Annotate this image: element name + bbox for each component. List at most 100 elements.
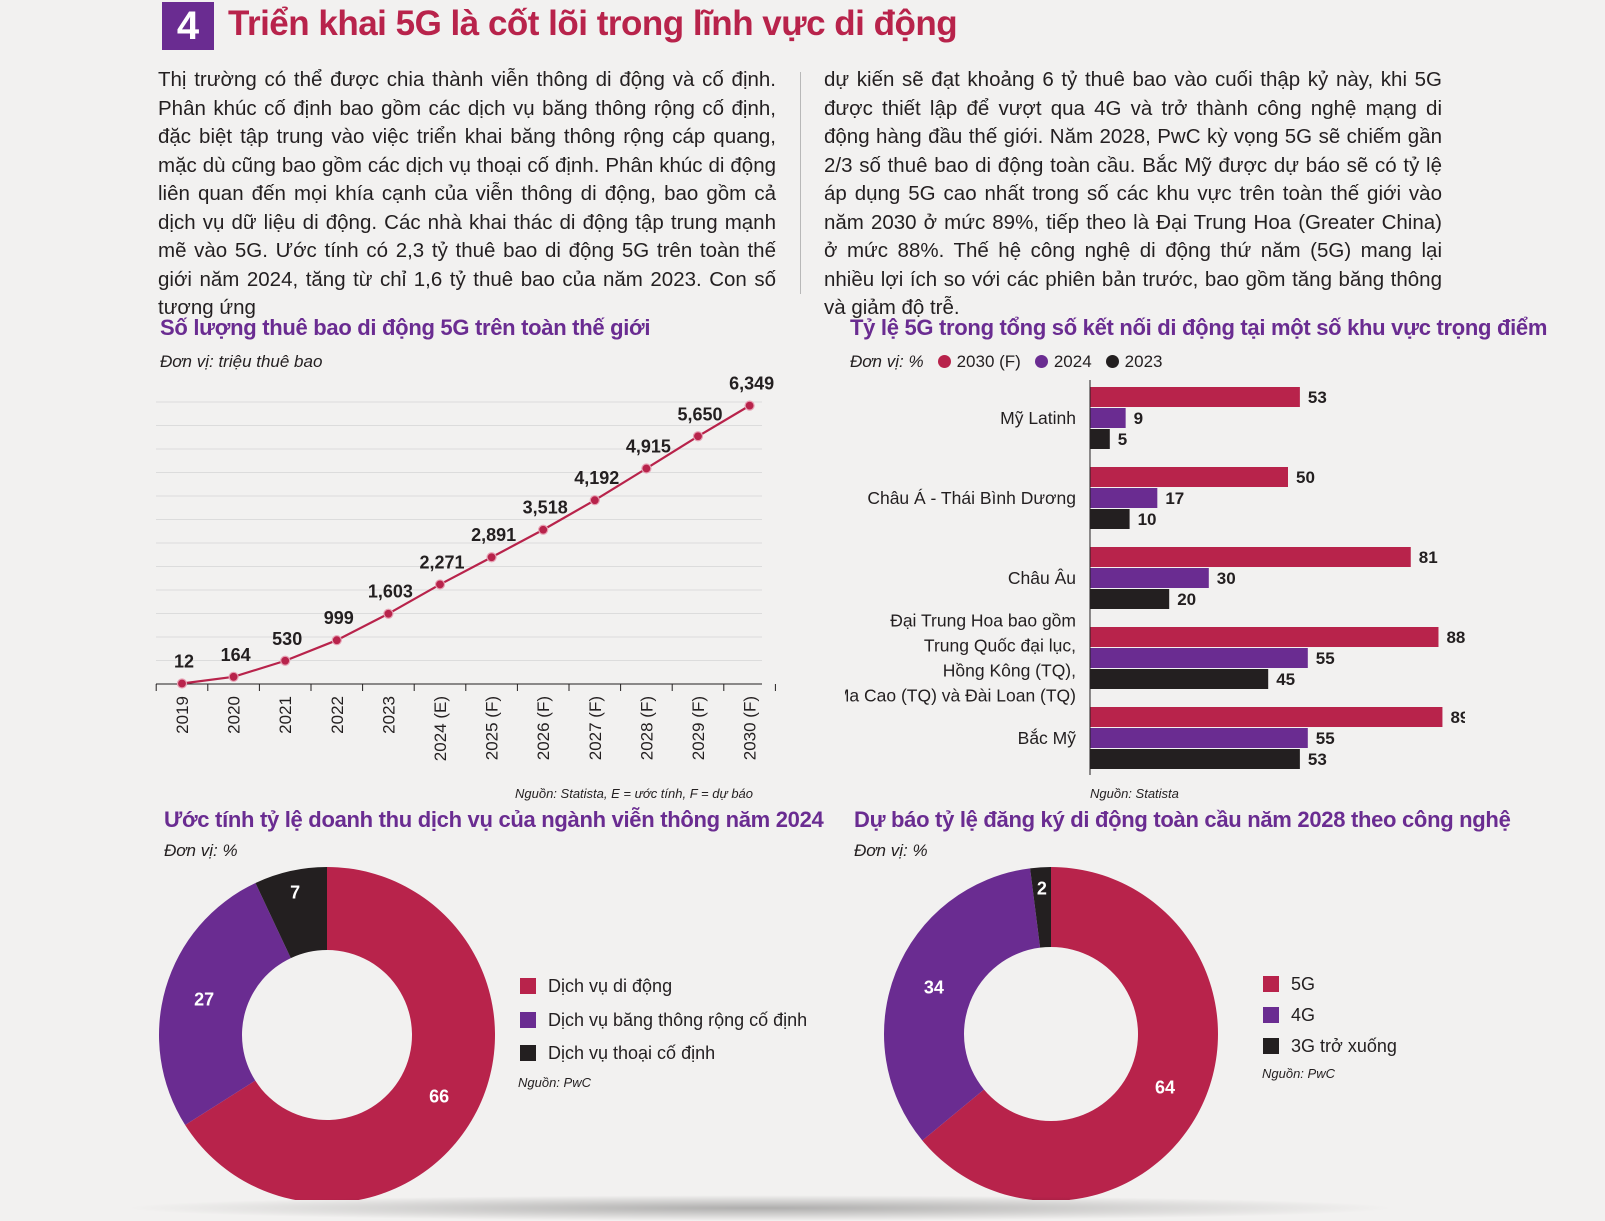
x-tick-label: 2027 (F): [586, 696, 605, 760]
bar-chart-source: Nguồn: Statista: [1090, 786, 1179, 801]
data-label: 2,891: [471, 525, 516, 545]
donut-slice: [185, 867, 495, 1200]
bar: [1090, 707, 1443, 727]
category-label: Hồng Kông (TQ),: [943, 661, 1076, 681]
bar-value-label: 55: [1316, 729, 1335, 748]
article-paragraph-left: Thị trường có thể được chia thành viễn t…: [158, 68, 776, 319]
bar: [1090, 509, 1130, 529]
bar-value-label: 20: [1177, 590, 1196, 609]
donut-revenue-unit: Đơn vị: %: [164, 841, 238, 860]
bar-chart-title: Tỷ lệ 5G trong tổng số kết nối di động t…: [850, 315, 1548, 340]
bar-value-label: 55: [1316, 649, 1335, 668]
legend-label-broadband: Dịch vụ băng thông rộng cố định: [548, 1010, 808, 1030]
data-point: [331, 635, 342, 646]
legend-item-mobile: Dịch vụ di động: [520, 976, 672, 997]
page-title: Triển khai 5G là cốt lõi trong lĩnh vực …: [228, 4, 958, 43]
column-divider: [800, 72, 801, 294]
x-tick-label: 2025 (F): [483, 696, 502, 760]
bar: [1090, 429, 1110, 449]
line-chart: 12 2019 164 2020 530 2021 999 2022 1,603 2023 2,27…: [155, 375, 776, 761]
slice-value-label: 64: [1155, 1078, 1175, 1098]
slice-value-label: 27: [194, 989, 214, 1009]
legend-dot-2023: [1105, 355, 1119, 368]
legend-label-mobile: Dịch vụ di động: [548, 976, 673, 996]
donut-tech-chart: 64 34 2: [884, 867, 1218, 1200]
legend-label-2030: 2030 (F): [956, 352, 1021, 371]
bar: [1090, 488, 1158, 508]
bar-chart-unit: Đơn vị: %: [850, 352, 924, 371]
donut-slice: [159, 882, 291, 1126]
x-tick-label: 2024 (E): [431, 696, 450, 761]
donut-tech-title: Dự báo tỷ lệ đăng ký di động toàn cầu nă…: [854, 807, 1511, 832]
data-point: [641, 463, 652, 474]
bar: [1090, 749, 1300, 769]
bar-value-label: 45: [1276, 670, 1295, 689]
data-label: 6,349: [729, 375, 774, 394]
legend-swatch-mobile: [520, 978, 536, 994]
data-label: 5,650: [677, 404, 722, 424]
donut-slice: [884, 868, 1041, 1141]
data-label: 4,915: [626, 436, 671, 456]
x-tick-label: 2023: [379, 696, 398, 734]
bar: [1090, 547, 1411, 567]
bar-chart: 53 95 Mỹ Latinh 50 17 10 Châu Á - Thái Bình Dư…: [845, 380, 1465, 775]
legend-label-5g: 5G: [1291, 974, 1316, 994]
data-point: [176, 678, 188, 689]
bar-chart-legend: Đơn vị: % 2030 (F) 2024 2023: [850, 352, 1162, 372]
legend-item-4g: 4G: [1263, 1005, 1315, 1026]
line-chart-unit: Đơn vị: triệu thuê bao: [160, 352, 323, 371]
legend-swatch-voice: [520, 1045, 536, 1061]
legend-label-4g: 4G: [1291, 1005, 1316, 1025]
bar-value-label: 53: [1308, 388, 1327, 407]
bar: [1090, 669, 1269, 689]
line-chart-title: Số lượng thuê bao di động 5G trên toàn t…: [160, 315, 651, 340]
legend-swatch-5g: [1263, 976, 1279, 992]
category-label: Đại Trung Hoa bao gồm: [890, 611, 1076, 631]
x-tick-label: 2019: [173, 696, 192, 734]
bar: [1090, 728, 1308, 748]
legend-item-voice: Dịch vụ thoại cố định: [520, 1043, 715, 1064]
legend-dot-2030: [937, 355, 951, 368]
article-paragraph-right: dự kiến sẽ đạt khoảng 6 tỷ thuê bao vào …: [824, 68, 1442, 319]
bar-value-label: 9: [1134, 409, 1143, 428]
bar-value-label: 17: [1165, 489, 1184, 508]
section-number-badge: 4: [162, 2, 214, 50]
x-tick-label: 2030 (F): [741, 696, 760, 760]
data-label: 530: [272, 629, 302, 649]
data-label: 999: [324, 608, 354, 628]
x-tick-label: 2020: [225, 696, 244, 734]
data-point: [280, 655, 291, 666]
data-point: [228, 671, 239, 682]
legend-label-voice: Dịch vụ thoại cố định: [548, 1043, 716, 1063]
data-point: [589, 495, 600, 506]
category-label: Trung Quốc đại lục,: [924, 636, 1076, 656]
bar: [1090, 467, 1288, 487]
bar: [1090, 568, 1209, 588]
bar: [1090, 387, 1300, 407]
donut-revenue-chart: 66 27 7: [159, 867, 495, 1200]
data-label: 12: [174, 651, 194, 671]
donut-slice: [255, 867, 327, 959]
slice-value-label: 2: [1037, 878, 1047, 898]
bar-value-label: 53: [1308, 750, 1327, 769]
x-tick-label: 2029 (F): [689, 696, 708, 760]
category-label: Mỹ Latinh: [1000, 408, 1076, 428]
data-label: 1,603: [368, 582, 413, 602]
bar: [1090, 627, 1439, 647]
donut-tech-unit: Đơn vị: %: [854, 841, 928, 860]
data-label: 2,271: [419, 552, 464, 572]
bar-value-label: 5: [1118, 430, 1127, 449]
data-label: 4,192: [574, 468, 619, 488]
category-label: Châu Âu: [1008, 568, 1076, 588]
slice-value-label: 66: [429, 1087, 449, 1107]
legend-swatch-3g: [1263, 1038, 1279, 1054]
donut-revenue-source: Nguồn: PwC: [518, 1075, 591, 1090]
data-point: [434, 579, 446, 590]
page-bottom-shadow: [120, 1195, 1400, 1221]
legend-swatch-broadband: [520, 1012, 536, 1028]
x-tick-label: 2022: [328, 696, 347, 734]
donut-slice: [922, 867, 1218, 1200]
category-label: Châu Á - Thái Bình Dương: [867, 488, 1076, 508]
legend-swatch-4g: [1263, 1007, 1279, 1023]
legend-label-2024: 2024: [1053, 352, 1092, 371]
